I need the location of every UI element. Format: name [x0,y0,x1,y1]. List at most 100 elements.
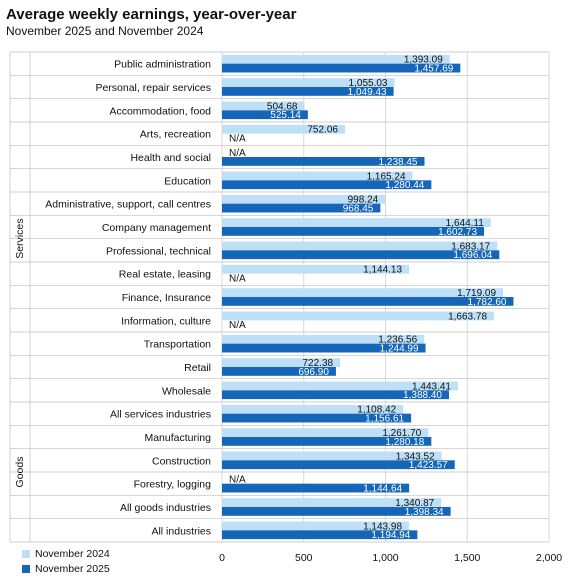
data-label: 1,443.41 [412,381,451,392]
bar-nov-2025 [222,180,432,190]
data-label: 722.38 [303,358,334,369]
bar-nov-2025 [222,63,461,73]
bar-nov-2024 [222,451,442,461]
category-label: Finance, Insurance [122,292,211,304]
legend-item-nov-2025: November 2025 [22,561,110,576]
bar-nov-2025 [222,157,425,166]
group-label-services: Services [14,219,26,259]
chart-title: Average weekly earnings, year-over-year [6,6,297,23]
bar-nov-2024 [222,171,413,181]
bar-nov-2024 [222,78,395,87]
bar-nov-2024 [222,381,458,391]
bar-nov-2025 [222,110,308,120]
data-label: 1,156.61 [365,413,404,424]
category-label: All industries [151,525,211,537]
data-label-na: N/A [229,475,246,486]
data-label: 1,236.56 [378,335,417,346]
data-label: 504.68 [267,101,298,112]
bar-nov-2025 [222,227,485,236]
bar-nov-2025 [222,507,451,516]
bar-nov-2025 [222,530,418,540]
data-label: 1,719.09 [457,288,496,299]
category-label: Professional, technical [106,245,211,257]
bar-nov-2024 [222,521,410,531]
bar-nov-2025 [222,437,432,446]
bar-nov-2024 [222,498,442,507]
data-label: 1,696.04 [453,250,492,261]
bar-nov-2025 [222,460,455,470]
x-tick-label: 500 [295,552,313,564]
category-label: Construction [152,455,211,467]
category-label: Arts, recreation [140,129,211,141]
category-label: All goods industries [120,502,211,514]
legend-label-nov-2024: November 2024 [35,547,110,560]
data-label: 1,644.11 [446,218,485,229]
data-label: 998.24 [348,195,379,206]
data-label: 1,194.94 [371,530,410,541]
category-label: Public administration [114,59,211,71]
category-label: Personal, repair services [95,82,211,94]
data-label: 1,261.70 [382,428,421,439]
group-label-goods: Goods [14,457,26,488]
data-label: 1,238.45 [379,157,418,168]
bar-nov-2025 [222,87,394,96]
data-label: 1,388.40 [403,390,442,401]
data-label: 1,244.99 [380,343,419,354]
bar-nov-2024 [222,288,504,297]
bar-nov-2024 [222,334,425,344]
bar-nov-2025 [222,297,514,306]
data-label: 1,393.09 [404,55,443,66]
data-label: 1,144.13 [363,265,402,276]
x-tick-label: 0 [219,552,225,564]
category-label: Manufacturing [144,432,211,444]
data-label: 1,165.24 [367,171,406,182]
category-label: Retail [184,362,211,374]
bar-nov-2025 [222,250,500,260]
data-label: 1,398.34 [405,507,444,518]
category-label: Transportation [144,339,211,351]
data-label: 1,683.17 [451,241,490,252]
category-label: Accommodation, food [109,105,211,117]
data-label-na: N/A [229,273,246,284]
bar-nov-2025 [222,413,412,423]
bar-nov-2024 [222,404,404,414]
category-label: Forestry, logging [134,479,212,491]
category-label: Health and social [130,152,211,164]
data-label: 1,144.64 [363,483,402,494]
bar-nov-2024 [222,54,450,64]
data-label: 1,602.73 [438,227,477,238]
bar-nov-2025 [222,343,426,353]
data-label: 968.45 [343,203,374,214]
data-label: 1,049.43 [348,87,387,98]
bar-nov-2024 [222,358,341,367]
bar-nov-2024 [222,264,410,274]
data-label-na: N/A [229,320,246,331]
category-label: Company management [102,222,211,234]
data-label: 1,055.03 [349,78,388,89]
bar-nov-2024 [222,428,429,437]
data-label-na: N/A [229,133,246,144]
bar-nov-2025 [222,483,410,493]
data-label: 1,457.69 [414,63,453,74]
category-label: Wholesale [162,385,211,397]
x-tick-label: 1,500 [454,552,480,564]
legend: November 2024 November 2025 [22,546,110,576]
data-label: 696.90 [298,367,329,378]
data-label: 525.14 [270,110,301,121]
x-tick-label: 2,000 [536,552,562,564]
bar-nov-2024 [222,124,345,134]
bar-nov-2024 [222,218,491,227]
data-label: 1,108.42 [357,405,396,416]
legend-item-nov-2024: November 2024 [22,546,110,561]
data-label: 1,143.98 [363,521,402,532]
bar-nov-2024 [222,194,386,204]
data-label: 1,663.78 [448,311,487,322]
bar-nov-2025 [222,367,336,376]
bar-nov-2024 [222,101,305,111]
bar-nov-2024 [222,311,495,321]
legend-label-nov-2025: November 2025 [35,562,110,575]
bar-nov-2025 [222,203,381,213]
data-label: 1,423.57 [409,460,448,471]
chart-subtitle: November 2025 and November 2024 [6,24,204,38]
